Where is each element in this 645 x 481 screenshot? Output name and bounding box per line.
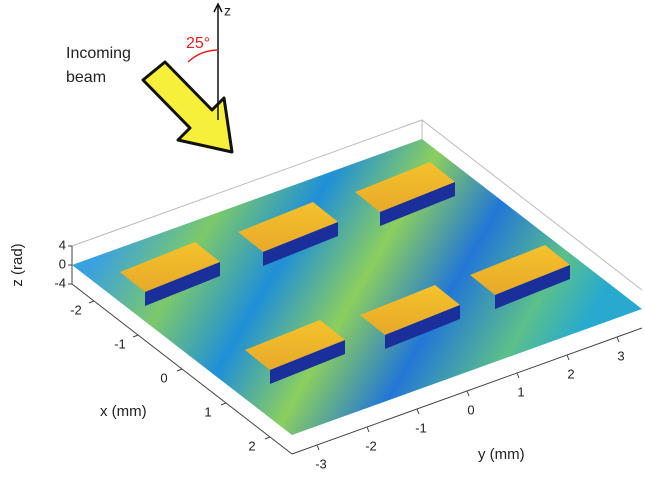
y-tick-label: -3 (315, 456, 327, 471)
x-tick (176, 368, 183, 372)
x-tick (88, 300, 95, 304)
y-tick-label: 3 (617, 348, 624, 363)
x-tick (220, 402, 227, 406)
z-tick-label: 4 (59, 237, 66, 252)
y-tick-label: 2 (567, 366, 574, 381)
beam-arrow (141, 60, 234, 154)
y-tick (566, 354, 570, 361)
surface-blocks (120, 162, 570, 384)
y-tick-label: -1 (415, 420, 427, 435)
y-tick (466, 390, 470, 397)
x-axis-label: x (mm) (100, 403, 147, 420)
beam-angle: 25° (186, 35, 210, 52)
y-tick (366, 426, 370, 433)
beam-axis-label: z (224, 3, 231, 19)
y-tick (416, 408, 420, 415)
z-axis-label: z (rad) (9, 243, 26, 286)
y-tick-label: -2 (365, 438, 377, 453)
x-tick-label: 0 (160, 370, 167, 385)
y-tick-label: 0 (467, 402, 474, 417)
z-tick-label: 0 (59, 256, 66, 271)
x-tick (264, 436, 271, 440)
y-tick (616, 336, 620, 343)
y-tick-label: 1 (517, 384, 524, 399)
x-tick-label: 2 (248, 438, 255, 453)
surface (72, 139, 642, 435)
angle-arc (187, 49, 219, 63)
x-tick-label: 1 (204, 404, 211, 419)
y-tick (516, 372, 520, 379)
beam-label: beam (66, 69, 106, 86)
z-tick-label: -4 (54, 275, 66, 290)
beam-label: Incoming (66, 45, 131, 62)
y-axis-label: y (mm) (478, 446, 525, 463)
x-tick-label: -2 (70, 302, 82, 317)
y-tick (316, 444, 320, 451)
x-tick-label: -1 (114, 336, 126, 351)
beam-axis-head (213, 2, 223, 13)
x-tick (132, 334, 139, 338)
